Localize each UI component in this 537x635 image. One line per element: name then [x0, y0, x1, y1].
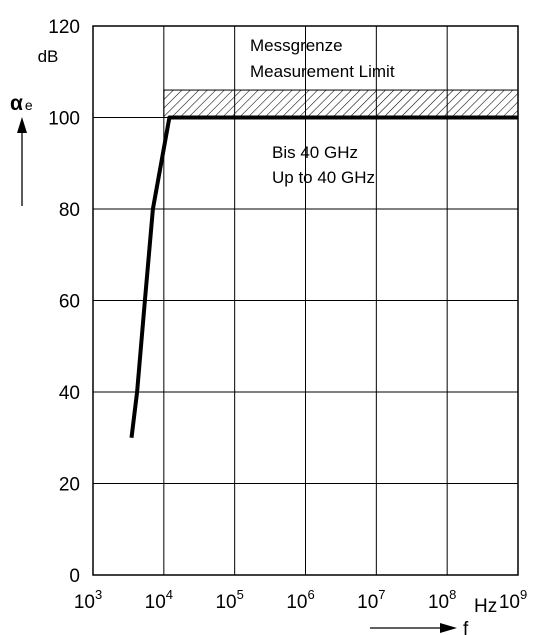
x-tick-base: 10: [145, 592, 166, 613]
y-tick-label: 120: [48, 17, 80, 38]
x-axis-arrow-head: [440, 623, 457, 633]
y-axis-subscript: e: [25, 97, 33, 113]
limit-label-en: Measurement Limit: [250, 62, 395, 81]
x-tick-label: 103: [74, 587, 102, 613]
measurement-limit-band: [163, 89, 519, 119]
y-tick-labels: 0 20 40 60 80 100 120: [48, 17, 80, 587]
range-label-en: Up to 40 GHz: [272, 168, 375, 187]
y-unit-label: dB: [38, 47, 59, 66]
svg-text:αe: αe: [10, 92, 33, 115]
y-axis-arrow-head: [17, 117, 27, 133]
range-label-de: Bis 40 GHz: [272, 143, 358, 162]
y-tick-label: 20: [59, 475, 80, 496]
y-tick-label: 80: [59, 200, 80, 221]
y-tick-label: 60: [59, 292, 80, 313]
x-tick-base: 10: [357, 592, 378, 613]
x-axis-label: f: [370, 619, 469, 635]
x-tick-exponent: 5: [237, 587, 244, 602]
x-tick-label: 106: [286, 587, 314, 613]
x-unit-label: Hz: [474, 596, 497, 617]
x-tick-exponent: 7: [378, 587, 385, 602]
x-tick-base: 10: [499, 592, 520, 613]
x-tick-label: 109: [499, 587, 527, 613]
x-tick-label: 108: [428, 587, 456, 613]
x-tick-labels: 103 104 105 106 107 108 109: [74, 587, 527, 613]
x-tick-exponent: 4: [166, 587, 173, 602]
data-series: [129, 115, 518, 439]
x-tick-exponent: 8: [449, 587, 456, 602]
y-tick-label: 40: [59, 383, 80, 404]
x-tick-base: 10: [215, 592, 236, 613]
y-axis-symbol: α: [10, 92, 23, 115]
y-tick-label: 100: [48, 109, 80, 130]
x-tick-label: 105: [215, 587, 243, 613]
x-tick-exponent: 6: [307, 587, 314, 602]
x-tick-exponent: 3: [95, 587, 102, 602]
x-tick-base: 10: [428, 592, 449, 613]
y-tick-label: 0: [69, 566, 80, 587]
limit-label-de: Messgrenze: [250, 36, 343, 55]
x-tick-label: 107: [357, 587, 385, 613]
x-tick-label: 104: [145, 587, 173, 613]
x-tick-exponent: 9: [520, 587, 527, 602]
series-line: [129, 115, 518, 439]
x-tick-base: 10: [286, 592, 307, 613]
plot-frame: [92, 25, 519, 576]
x-axis-symbol: f: [463, 619, 469, 635]
x-tick-base: 10: [74, 592, 95, 613]
